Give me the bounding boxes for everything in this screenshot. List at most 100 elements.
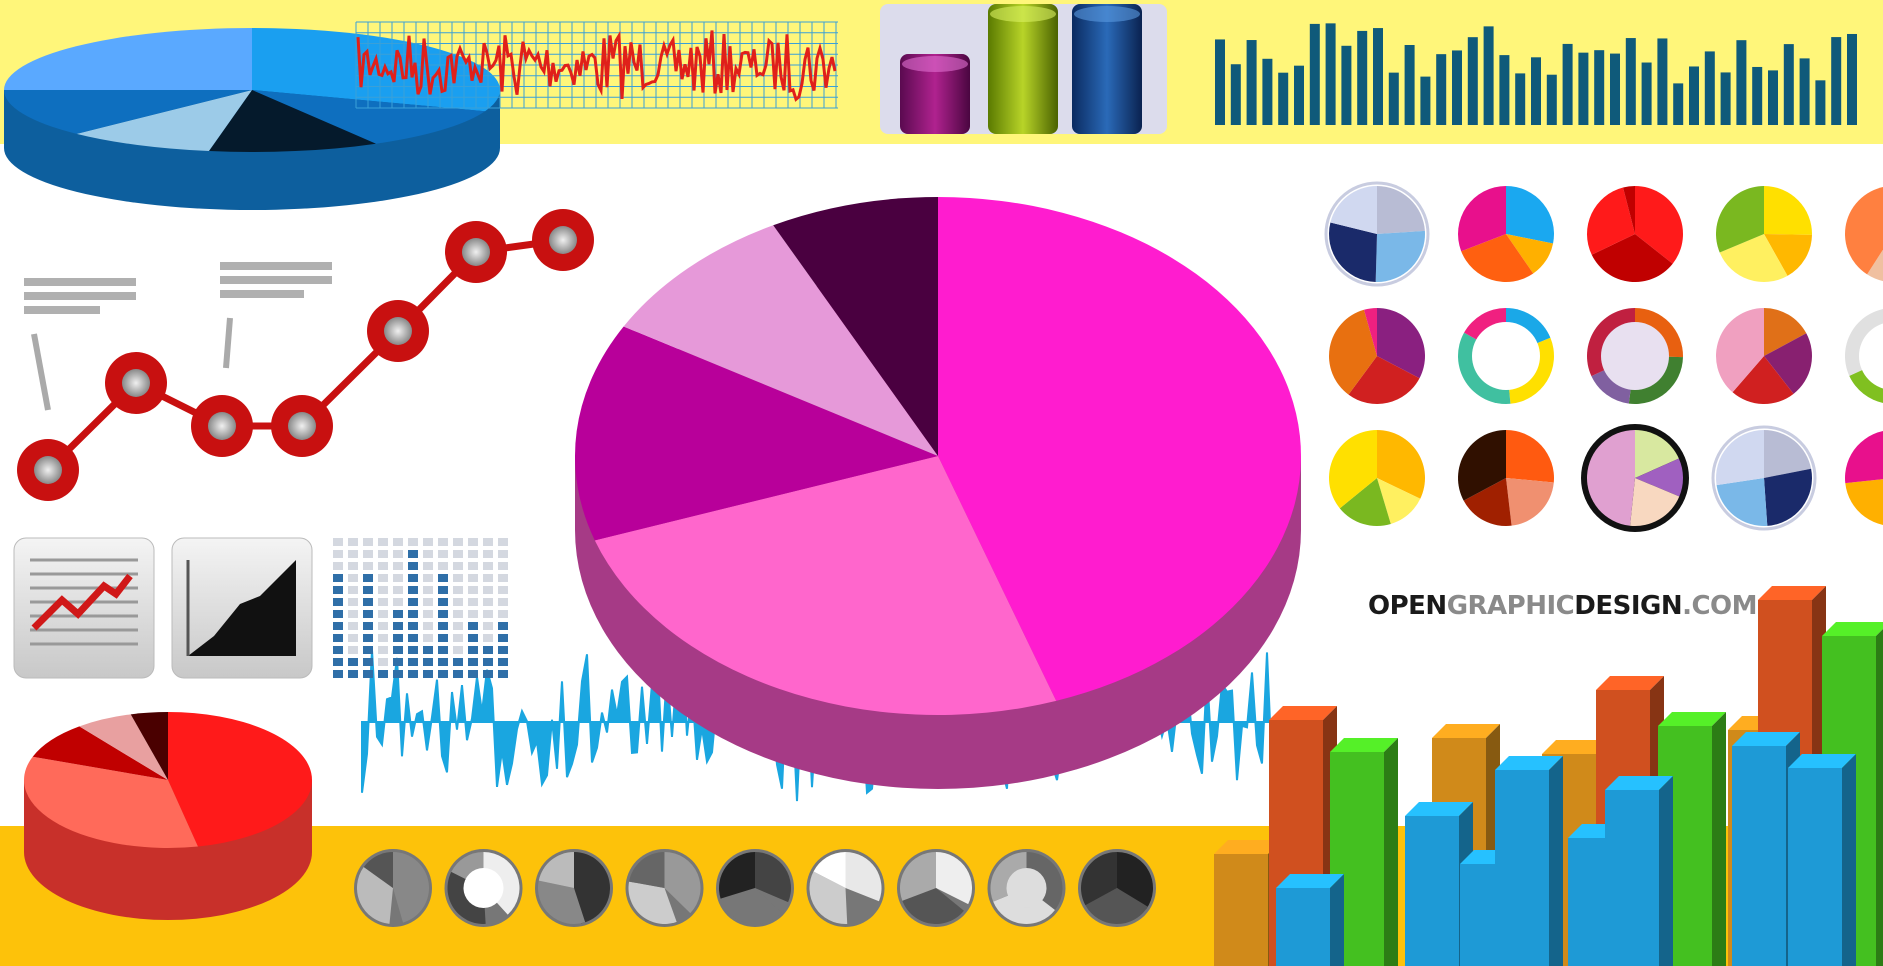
gray-pie-slice [809,871,848,924]
dot-cell [378,574,388,582]
icon-trend [31,573,133,631]
dot-cell [378,562,388,570]
top-bar [1262,58,1273,126]
dot-cell [423,610,433,618]
dot-cell [453,562,463,570]
dot-cell [453,670,463,678]
dot-cell [408,634,418,642]
pink-pie-slice [594,456,1057,715]
small-pie-slice [1764,308,1807,356]
dot-cell [333,598,343,606]
small-pie-slice [1716,186,1764,253]
dot-cell [438,670,448,678]
dot-cell [483,670,493,678]
top-bar [1625,38,1636,125]
blue-pie-slice [4,28,252,90]
pie-hole [1859,323,1883,389]
top-bar [1562,43,1573,126]
small-pie-slice [1375,230,1425,283]
small-pie-slice [1377,308,1425,379]
small-pie-slice [1635,458,1684,497]
dot-cell [498,634,508,642]
dot-cell [408,574,418,582]
shapes [3,4,1883,966]
dot-cell [438,622,448,630]
small-pie-slice [1635,186,1684,264]
small-pie-slice [1458,186,1506,252]
dot-cell [363,622,373,630]
dot-cell [483,610,493,618]
small-pie-slice [1764,468,1812,526]
top-bar [1499,55,1510,125]
top-bar [1783,44,1794,126]
red-pie-slice [79,714,168,780]
pink-pie-slice [574,326,938,541]
dot-cell [393,634,403,642]
line-point-core [34,456,62,484]
bar-top [1214,840,1282,854]
small-pie-slice [1732,356,1794,404]
dot-cell [423,562,433,570]
dot-cell [393,670,403,678]
dot-cell [363,538,373,546]
dot-cell [483,538,493,546]
dot-cell [408,670,418,678]
top-bar [1847,33,1857,125]
gray-pie-slice [1085,888,1148,925]
cylinder-top [990,6,1056,22]
dot-cell [453,646,463,654]
small-pie-slice [1329,430,1377,509]
dot-cell [453,586,463,594]
dot-cell [348,538,358,546]
dot-cell [498,574,508,582]
small-pie-slice [1635,430,1679,478]
dot-cell [483,658,493,666]
bar-top [1269,706,1337,720]
blue-pie-slice [252,28,500,112]
bar-top [1822,622,1883,636]
dot-cell [348,562,358,570]
dot-cell [378,538,388,546]
dot-cell [468,610,478,618]
small-pie-slice [1630,478,1680,527]
line-point-core [208,412,236,440]
gray-pie-hole [1006,868,1047,908]
pink-pie-slice [773,197,938,456]
dot-cell [438,598,448,606]
gray-pie-slice [393,852,429,923]
dot-cell [438,634,448,642]
bar-top [1405,802,1473,816]
dot-cell [438,574,448,582]
red-pie-slice [23,756,198,848]
label-bar [24,292,136,300]
small-pie-slice [1329,222,1377,282]
gray-pie-slice [936,852,972,905]
dot-cell [468,634,478,642]
bar-top [1495,756,1563,770]
top-bar [1230,64,1241,125]
blue-pie-slice [3,90,252,134]
small-pie-slice [1330,186,1377,234]
small-pie-slice [1764,430,1812,478]
small-pie-slice [1586,430,1635,526]
top-bar [1799,58,1810,125]
dot-cell [423,574,433,582]
bar-side [1549,756,1563,966]
top-bar [1388,72,1399,125]
dot-cell [498,658,508,666]
dot-cell [438,550,448,558]
dot-cell [498,670,508,678]
gray-pie-slice [902,888,964,924]
dot-cell [453,634,463,642]
small-pie-slice [1458,430,1506,501]
dot-cell [438,646,448,654]
dot-cell [468,562,478,570]
dot-cell [468,658,478,666]
gray-pie-slice [755,852,791,903]
dot-cell [468,622,478,630]
dot-cell [333,634,343,642]
dot-cell [453,550,463,558]
dot-cell [363,634,373,642]
dot-cell [333,610,343,618]
